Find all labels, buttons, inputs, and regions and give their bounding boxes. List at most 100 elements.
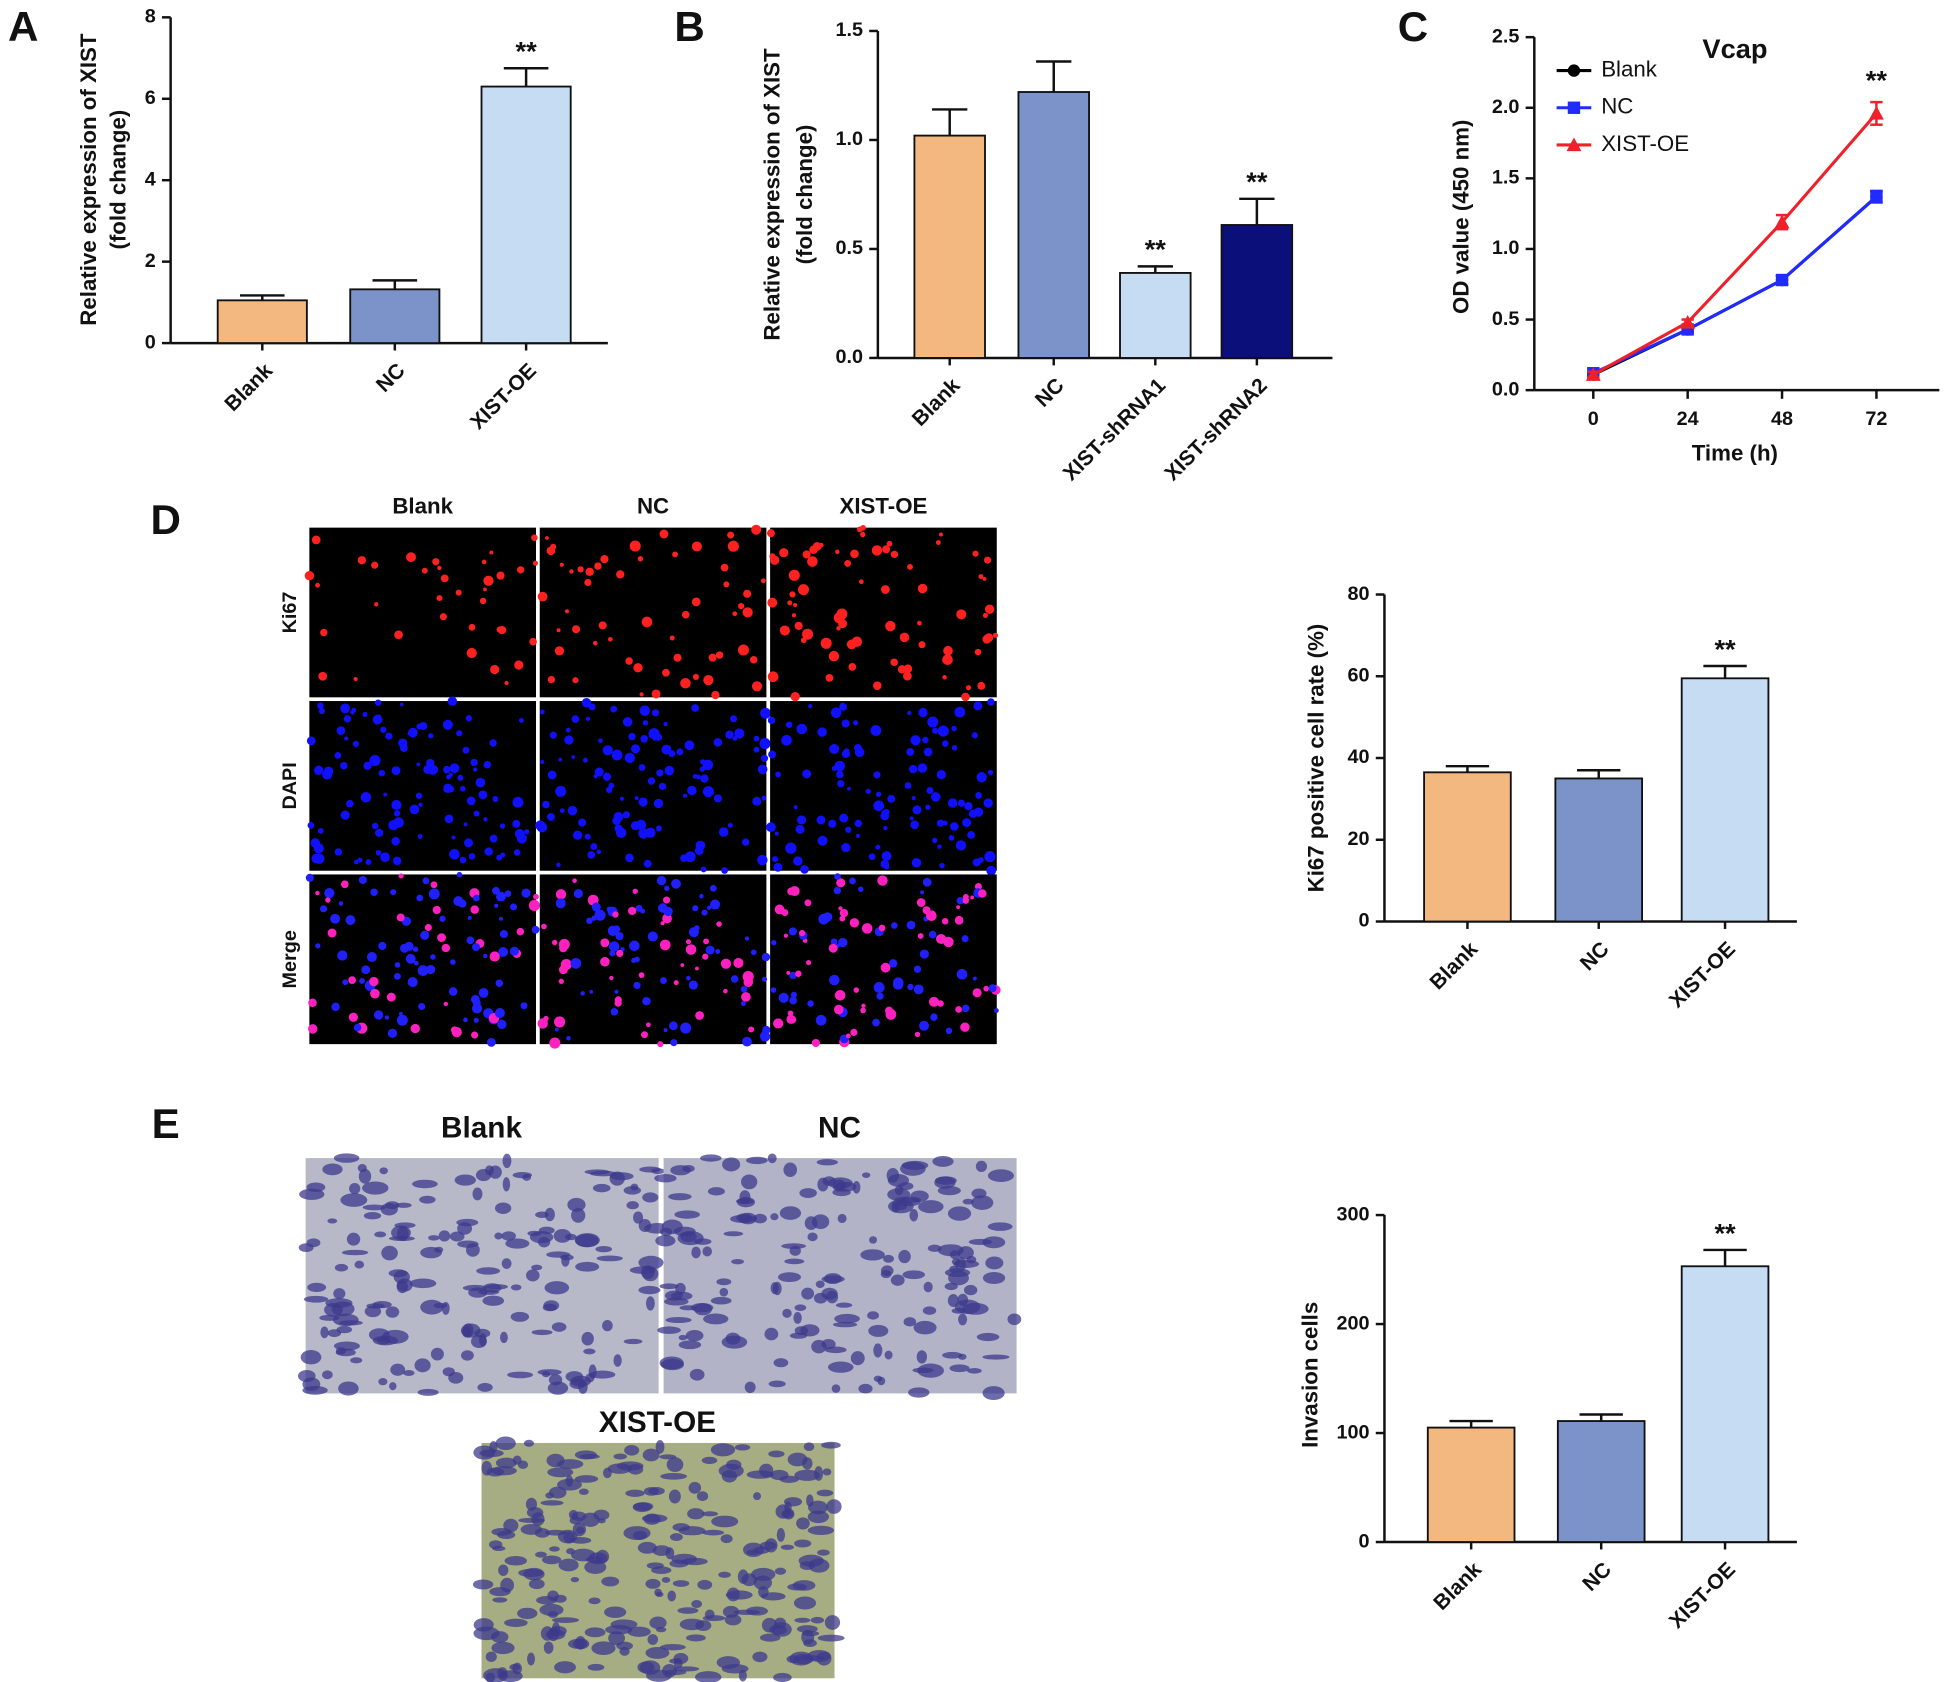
cell (318, 671, 328, 681)
micrograph (305, 871, 540, 1047)
cell (872, 1018, 880, 1027)
y-tick-label: 0.5 (1492, 308, 1520, 330)
cell (441, 943, 450, 953)
cell (878, 924, 886, 932)
cell (816, 1651, 832, 1666)
cell (380, 726, 387, 733)
cell (669, 1658, 682, 1664)
cell (793, 1312, 802, 1324)
cell (741, 1174, 758, 1190)
cell (475, 777, 486, 788)
cell (824, 1346, 847, 1354)
cell (398, 738, 408, 748)
cell (689, 1368, 705, 1381)
cell (983, 985, 989, 992)
cell (942, 820, 948, 826)
cell (622, 811, 630, 819)
cell (378, 941, 387, 950)
cell (463, 822, 468, 827)
cell (434, 1246, 444, 1253)
cell (732, 736, 738, 741)
cell (767, 1153, 777, 1164)
cell (720, 563, 729, 572)
cell (687, 1508, 705, 1520)
cell (584, 1560, 607, 1574)
cell (616, 570, 625, 579)
y-tick-label: 2 (145, 250, 156, 272)
y-tick-label: 40 (1348, 746, 1370, 768)
y-tick-label: 0.0 (1492, 378, 1520, 400)
cell (807, 1525, 835, 1535)
cell (496, 571, 505, 580)
marker (1870, 190, 1883, 203)
cell (346, 1232, 361, 1246)
cell (554, 646, 565, 656)
cell (868, 1324, 889, 1337)
micrograph (537, 874, 771, 1049)
cell (771, 939, 777, 946)
cell (829, 974, 840, 986)
cell (542, 1303, 558, 1312)
cell (751, 681, 763, 692)
cell (390, 889, 397, 896)
cell (903, 664, 913, 674)
cell (942, 675, 947, 680)
cell (873, 1375, 883, 1382)
cell (751, 524, 762, 535)
cell (585, 1373, 595, 1383)
marker (1585, 367, 1601, 381)
cell (638, 797, 648, 807)
significance: ** (516, 36, 538, 67)
cell (516, 927, 525, 936)
cell (600, 938, 610, 948)
cell (830, 938, 838, 946)
cell (477, 1382, 493, 1392)
cell (336, 726, 346, 735)
cell (826, 1499, 842, 1514)
y-tick-label: 1.0 (1492, 237, 1520, 259)
cell (324, 887, 335, 899)
cell (655, 825, 662, 832)
cell (565, 727, 571, 733)
cell (836, 626, 841, 631)
cell (567, 805, 578, 816)
cell (502, 1177, 511, 1192)
significance: ** (1714, 1217, 1736, 1248)
cell (627, 1464, 644, 1475)
cell (939, 862, 945, 869)
cell (794, 621, 803, 630)
cell (795, 824, 805, 834)
cell (699, 893, 704, 899)
cell (720, 958, 732, 969)
cell (700, 866, 707, 873)
cell (379, 1167, 388, 1175)
bar (1554, 777, 1644, 923)
cell (540, 1500, 564, 1506)
cell (574, 1475, 599, 1483)
cell (882, 545, 891, 554)
cell (483, 953, 488, 959)
cell (587, 1663, 605, 1671)
cell (638, 764, 646, 771)
cell (884, 1350, 893, 1360)
cell (495, 1436, 516, 1451)
cell (958, 1313, 968, 1326)
cell (602, 1319, 613, 1332)
cell (910, 820, 919, 829)
cell (371, 822, 379, 830)
cell (592, 895, 598, 902)
x-tick-label: NC (372, 359, 410, 397)
cell (985, 1256, 1004, 1270)
cell (351, 707, 357, 713)
cell (497, 625, 507, 635)
cell (567, 1197, 586, 1212)
cell (501, 1258, 512, 1269)
cell (898, 1249, 911, 1264)
cell (962, 1302, 989, 1315)
cell (571, 715, 580, 723)
cell (937, 1244, 964, 1257)
cell (816, 1489, 834, 1497)
cell (448, 772, 453, 777)
cell (742, 1036, 752, 1047)
cell (923, 747, 933, 757)
